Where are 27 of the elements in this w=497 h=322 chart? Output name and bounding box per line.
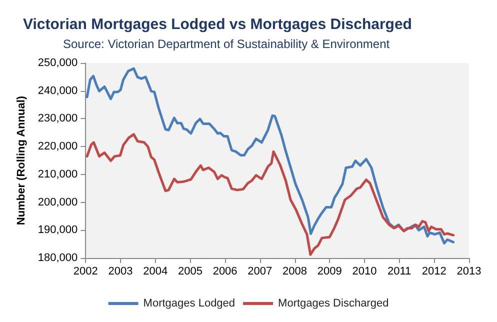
y-axis-title: Number (Rolling Annual): [16, 96, 28, 226]
y-tick-label: 180,000: [38, 252, 78, 264]
x-tick-label: 2013: [456, 266, 482, 278]
y-tick-label: 190,000: [38, 224, 78, 236]
x-tick-label: 2002: [73, 266, 98, 278]
line-series: [86, 133, 455, 256]
y-tick-label: 240,000: [38, 84, 78, 97]
x-tick-label: 2008: [282, 266, 307, 278]
x-tick-label: 2005: [178, 266, 202, 278]
chart-title: Victorian Mortgages Lodged vs Mortgages Discharged: [23, 16, 412, 33]
x-tick-label: 2004: [143, 266, 168, 278]
y-tick-label: 230,000: [38, 112, 78, 125]
legend-label: Mortgages Lodged: [143, 298, 236, 310]
x-tick-label: 2006: [212, 266, 238, 278]
line-series: [86, 67, 455, 244]
x-tick-label: 2010: [352, 266, 377, 278]
x-tick-label: 2012: [422, 266, 446, 278]
y-tick-label: 220,000: [38, 140, 78, 153]
x-tick-label: 2007: [248, 266, 272, 278]
y-tick-label: 250,000: [38, 57, 78, 69]
x-tick-label: 2009: [317, 266, 342, 278]
y-tick-label: 210,000: [38, 168, 78, 180]
x-tick-label: 2003: [108, 266, 133, 278]
legend-label: Mortgages Discharged: [278, 298, 389, 310]
y-tick-label: 200,000: [38, 196, 78, 208]
x-tick-label: 2011: [387, 266, 412, 278]
chart-subtitle: Source: Victorian Department of Sustainability & Environment: [63, 37, 390, 51]
